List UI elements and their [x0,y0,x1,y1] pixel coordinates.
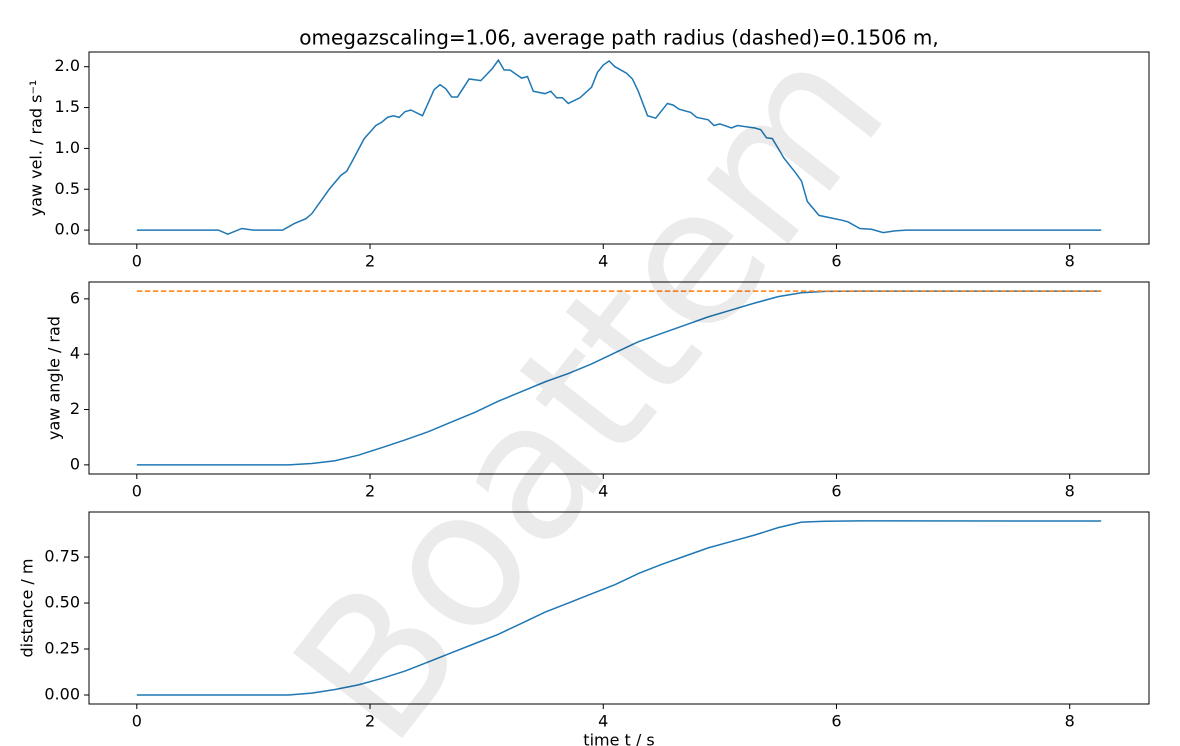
y-axis-label: yaw vel. / rad s⁻¹ [27,80,46,217]
axes-frame [88,281,1150,475]
y-tick-label: 0.0 [55,220,80,239]
y-tick-label: 4 [70,344,80,363]
y-tick-label: 0.75 [44,547,80,566]
x-tick-label: 6 [831,482,841,501]
x-tick-label: 6 [831,712,841,731]
y-tick-label: 2 [70,399,80,418]
y-tick-label: 0.50 [44,593,80,612]
x-tick-label: 8 [1065,482,1075,501]
y-axis-label: yaw angle / rad [45,316,64,440]
x-tick-label: 8 [1065,252,1075,271]
axes-frame [88,51,1150,245]
y-tick-label: 1.5 [55,97,80,116]
x-tick-label: 8 [1065,712,1075,731]
y-tick-label: 0.25 [44,639,80,658]
data-line [136,520,1102,696]
y-tick-label: 0.5 [55,179,80,198]
data-line [136,58,1102,236]
axes-frame [88,511,1150,705]
x-tick-label: 2 [365,482,375,501]
x-axis-label: time t / s [583,731,654,746]
x-tick-label: 4 [598,482,608,501]
x-tick-label: 2 [365,712,375,731]
x-tick-label: 6 [831,252,841,271]
x-tick-label: 4 [598,712,608,731]
y-axis-label: distance / m [18,559,37,658]
watermark: Boattem [252,3,927,746]
y-tick-label: 6 [70,288,80,307]
x-tick-label: 0 [132,252,142,271]
y-tick-label: 1.0 [55,138,80,157]
y-tick-label: 0.00 [44,684,80,703]
x-tick-label: 0 [132,712,142,731]
y-tick-label: 2.0 [55,56,80,75]
x-tick-label: 2 [365,252,375,271]
data-line [136,290,1102,466]
x-tick-label: 4 [598,252,608,271]
x-tick-label: 0 [132,482,142,501]
y-tick-label: 0 [70,454,80,473]
chart-title: omegazscaling=1.06, average path radius … [299,26,938,50]
